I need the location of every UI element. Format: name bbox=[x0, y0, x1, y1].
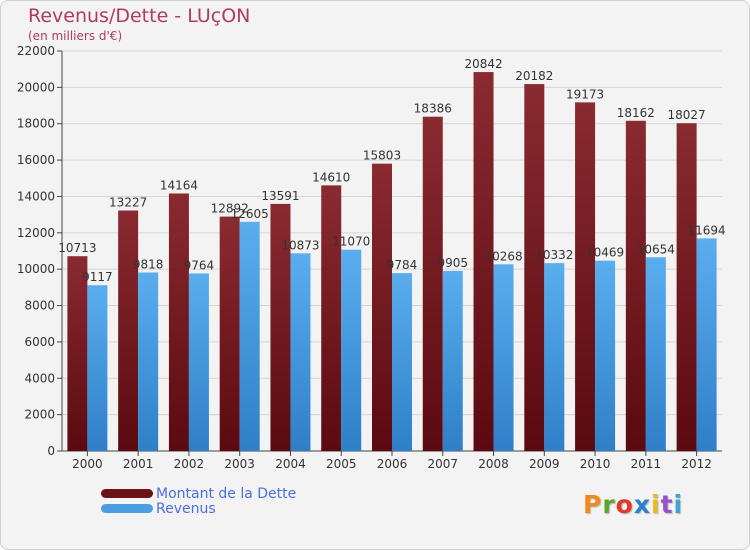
x-tick-label: 2010 bbox=[580, 457, 611, 471]
x-tick-label: 2004 bbox=[275, 457, 306, 471]
x-axis-ticks: 2000 2001 2002 2003 2004 2005 2006 2007 2008 2009… bbox=[72, 451, 712, 471]
y-tick-label: 22000 bbox=[17, 44, 55, 58]
bar-dette bbox=[473, 72, 494, 452]
bar-dette bbox=[625, 120, 646, 452]
bar-dette bbox=[270, 203, 291, 451]
x-tick-label: 2008 bbox=[478, 457, 509, 471]
x-tick-label: 2006 bbox=[377, 457, 408, 471]
bar-revenus bbox=[341, 249, 362, 451]
logo-letter: P bbox=[583, 490, 603, 519]
data-label-dette: 18386 bbox=[414, 102, 452, 116]
x-tick-label: 2007 bbox=[427, 457, 458, 471]
bar-revenus bbox=[138, 272, 159, 451]
bar-dette bbox=[575, 102, 596, 452]
logo-letter: t bbox=[660, 490, 674, 519]
data-label-dette: 14610 bbox=[312, 170, 350, 184]
data-label-revenus: 10268 bbox=[484, 249, 522, 263]
data-label-revenus: 11070 bbox=[332, 235, 370, 249]
x-tick-label: 2005 bbox=[326, 457, 357, 471]
data-label-dette: 15803 bbox=[363, 149, 401, 163]
proxiti-logo: Proxiti bbox=[583, 490, 683, 519]
logo-letter: i bbox=[673, 490, 684, 519]
data-label-dette: 20842 bbox=[464, 57, 502, 71]
bar-revenus bbox=[645, 257, 666, 451]
y-tick-label: 12000 bbox=[17, 226, 55, 240]
bar-revenus bbox=[188, 273, 209, 451]
logo-letter: o bbox=[615, 490, 634, 519]
bar-revenus bbox=[392, 273, 412, 451]
data-label-dette: 10713 bbox=[58, 241, 96, 255]
data-label-revenus: 12605 bbox=[231, 207, 269, 221]
x-tick-label: 2000 bbox=[72, 457, 103, 471]
bar-dette bbox=[118, 210, 139, 451]
y-tick-label: 18000 bbox=[17, 117, 55, 131]
logo-letter: r bbox=[602, 490, 616, 519]
data-label-revenus: 11694 bbox=[688, 223, 726, 237]
y-tick-label: 16000 bbox=[17, 153, 55, 167]
y-tick-label: 2000 bbox=[24, 408, 55, 422]
data-label-revenus: 10332 bbox=[535, 248, 573, 262]
x-tick-label: 2002 bbox=[174, 457, 205, 471]
bar-dette bbox=[372, 163, 392, 451]
chart-title: Revenus/Dette - LUçON bbox=[28, 5, 251, 27]
bar-dette bbox=[219, 216, 240, 451]
bar-dette bbox=[168, 193, 189, 452]
bar-dette bbox=[422, 116, 443, 451]
chart-subtitle: (en milliers d'€) bbox=[28, 29, 123, 43]
data-label-dette: 13591 bbox=[261, 189, 299, 203]
bar-revenus bbox=[595, 260, 616, 451]
bar-revenus bbox=[87, 285, 108, 451]
y-tick-label: 4000 bbox=[24, 371, 55, 385]
y-tick-label: 8000 bbox=[24, 299, 55, 313]
bar-dette bbox=[524, 84, 545, 452]
bar-revenus bbox=[290, 253, 311, 451]
data-label-revenus: 10469 bbox=[586, 246, 624, 260]
data-label-revenus: 9764 bbox=[184, 258, 215, 272]
bar-dette bbox=[321, 185, 342, 451]
logo-letter: i bbox=[651, 490, 661, 519]
x-tick-label: 2009 bbox=[529, 457, 560, 471]
y-tick-label: 10000 bbox=[17, 262, 55, 276]
data-label-revenus: 10654 bbox=[637, 242, 675, 256]
data-label-dette: 18162 bbox=[617, 106, 655, 120]
legend-swatch-revenus bbox=[101, 504, 153, 513]
data-label-revenus: 10873 bbox=[281, 238, 319, 252]
data-label-dette: 12892 bbox=[211, 202, 249, 216]
y-tick-label: 6000 bbox=[24, 335, 55, 349]
bar-revenus bbox=[442, 270, 463, 451]
x-tick-label: 2011 bbox=[631, 457, 662, 471]
bar-dette bbox=[67, 256, 88, 451]
data-label-dette: 19173 bbox=[566, 87, 604, 101]
logo-letter: x bbox=[633, 490, 651, 519]
x-tick-label: 2003 bbox=[224, 457, 255, 471]
bar-revenus bbox=[696, 238, 717, 451]
bar-revenus bbox=[239, 221, 260, 451]
data-label-dette: 14164 bbox=[160, 178, 198, 192]
bar-dette bbox=[676, 123, 697, 452]
x-tick-label: 2001 bbox=[123, 457, 154, 471]
legend-label-dette: Montant de la Dette bbox=[156, 486, 297, 502]
legend-label-revenus: Revenus bbox=[156, 501, 216, 517]
y-tick-label: 0 bbox=[47, 444, 55, 458]
data-label-revenus: 9784 bbox=[387, 258, 418, 272]
bar-revenus bbox=[544, 263, 565, 451]
y-tick-label: 20000 bbox=[17, 80, 55, 94]
data-label-dette: 18027 bbox=[668, 108, 706, 122]
y-tick-label: 14000 bbox=[17, 189, 55, 203]
bars bbox=[67, 72, 717, 452]
data-label-revenus: 9905 bbox=[437, 256, 468, 270]
data-label-dette: 20182 bbox=[515, 69, 553, 83]
data-label-dette: 13227 bbox=[109, 196, 147, 210]
x-tick-label: 2012 bbox=[681, 457, 712, 471]
legend-swatch-dette bbox=[101, 489, 153, 498]
bar-revenus bbox=[493, 264, 514, 451]
data-label-revenus: 9117 bbox=[82, 270, 113, 284]
data-label-revenus: 9818 bbox=[133, 257, 164, 271]
